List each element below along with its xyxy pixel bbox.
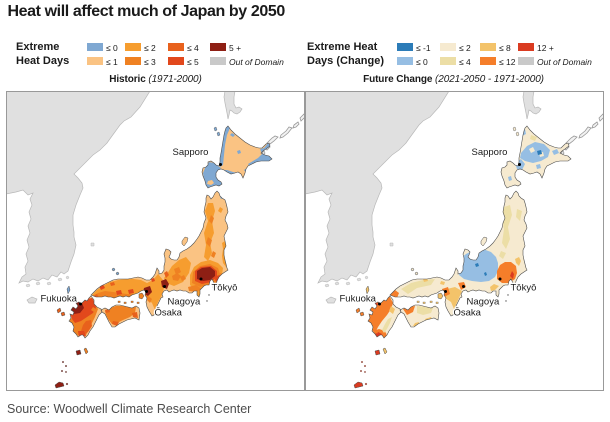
svg-text:Nagoya: Nagoya	[168, 297, 201, 308]
svg-text:Sapporo: Sapporo	[173, 147, 209, 158]
svg-text:Nagoya: Nagoya	[467, 297, 500, 308]
svg-text:Fukuoka: Fukuoka	[340, 294, 377, 305]
svg-text:Tōkyō: Tōkyō	[212, 283, 238, 294]
svg-text:Fukuoka: Fukuoka	[41, 294, 78, 305]
svg-text:Ōsaka: Ōsaka	[155, 308, 183, 319]
svg-text:Tōkyō: Tōkyō	[511, 283, 537, 294]
svg-text:Sapporo: Sapporo	[472, 147, 508, 158]
svg-text:Ōsaka: Ōsaka	[454, 308, 482, 319]
